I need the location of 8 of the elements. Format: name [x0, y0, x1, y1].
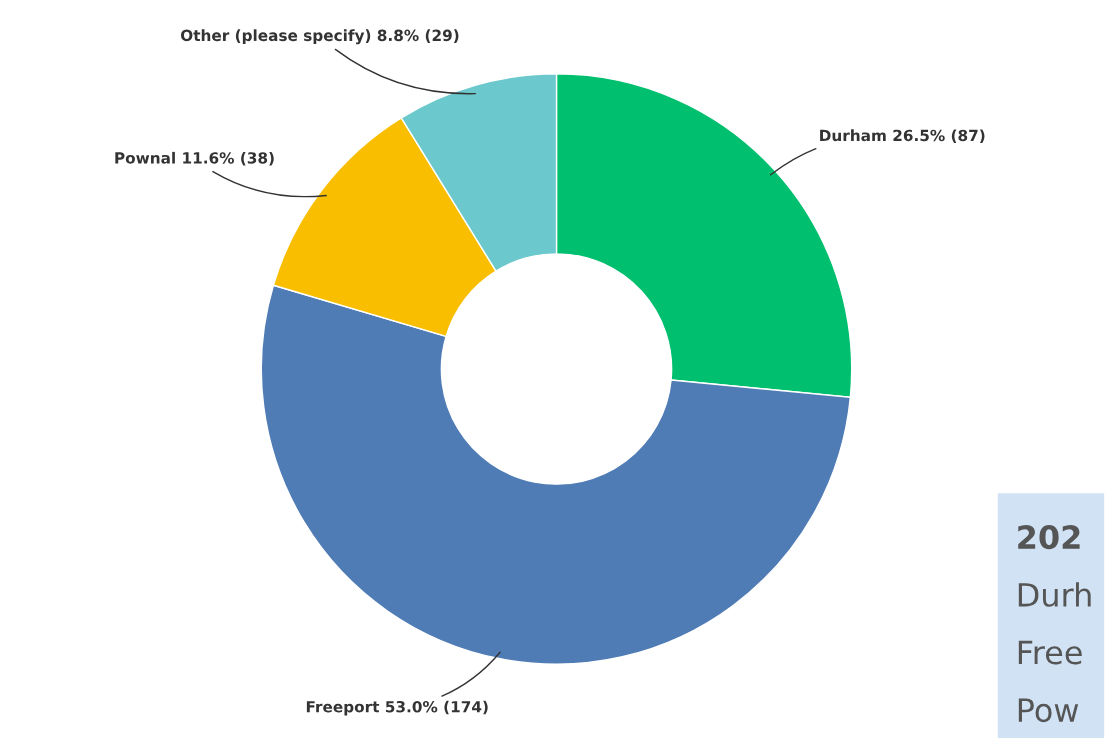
- text: Free: [1018, 640, 1082, 665]
- slice-label: Pownal 11.6% (38): [115, 151, 274, 166]
- text: Pow: [1018, 698, 1079, 723]
- slice-label: Durham 26.5% (87): [820, 129, 985, 143]
- text: 202: [1018, 525, 1080, 550]
- slice-label: Other (please specify) 8.8% (29): [180, 29, 459, 45]
- slice-label: Freeport 53.0% (174): [306, 700, 488, 716]
- text: Durh: [1018, 582, 1091, 607]
